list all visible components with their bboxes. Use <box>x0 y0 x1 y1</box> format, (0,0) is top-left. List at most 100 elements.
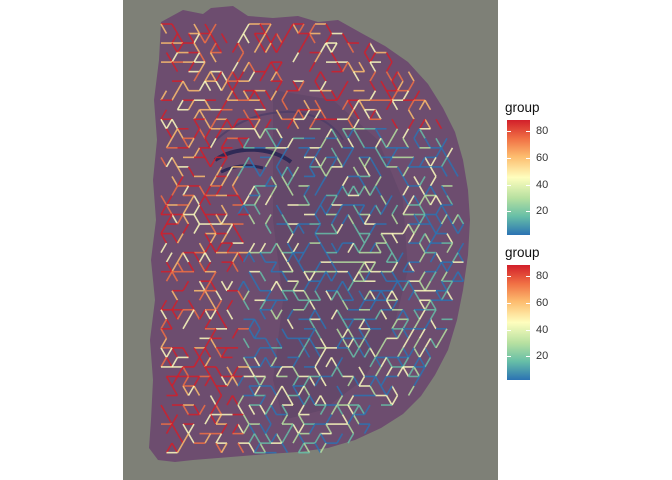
network-edge <box>286 309 294 320</box>
network-edge <box>215 128 223 139</box>
network-edge <box>358 404 366 415</box>
network-edge <box>220 118 228 130</box>
network-edge <box>176 433 184 444</box>
network-edge <box>402 280 410 292</box>
network-edge <box>275 280 283 292</box>
network-edge <box>380 357 388 368</box>
network-edge <box>358 376 366 387</box>
network-edge <box>440 204 448 215</box>
network-edge <box>215 366 223 377</box>
network-edge <box>413 195 421 206</box>
network-edge <box>330 242 338 254</box>
network-edge <box>253 204 261 215</box>
network-edge <box>374 357 382 368</box>
network-edge <box>369 204 377 215</box>
network-edge <box>418 204 426 215</box>
network-edge <box>220 80 228 92</box>
network-edge <box>358 242 366 254</box>
legend-colorbar <box>507 120 530 235</box>
network-edge <box>253 42 261 53</box>
network-edge <box>187 299 195 311</box>
network-edge <box>270 147 278 158</box>
network-edge <box>204 156 212 168</box>
network-edge <box>193 109 201 120</box>
network-edge <box>215 71 223 82</box>
network-edge <box>187 61 195 73</box>
network-edge <box>231 185 239 196</box>
network-edge <box>363 52 371 63</box>
network-edge <box>176 42 184 53</box>
network-edge <box>330 156 338 168</box>
network-edge <box>402 166 410 177</box>
legend-tick-60 <box>507 303 530 304</box>
network-edge <box>347 337 355 349</box>
network-edge <box>270 90 278 101</box>
network-edge <box>325 128 333 139</box>
network-edge <box>270 433 278 444</box>
legend-tick-label: 80 <box>536 270 549 282</box>
network-edge <box>325 33 333 44</box>
network-edge <box>325 252 333 263</box>
network-edge <box>270 33 278 44</box>
network-edge <box>303 271 311 282</box>
network-edge <box>424 299 432 311</box>
network-edge <box>396 80 404 92</box>
network-edge <box>204 337 212 349</box>
network-edge <box>264 223 272 234</box>
network-edge <box>281 328 289 339</box>
network-edge <box>402 90 410 101</box>
network-edge <box>440 166 448 177</box>
network-edge <box>402 185 410 196</box>
network-edge <box>259 423 267 435</box>
network-edge <box>358 261 366 273</box>
network-edge <box>347 109 355 120</box>
network-edge <box>336 156 344 168</box>
network-edge <box>363 347 371 358</box>
network-edge <box>264 23 272 34</box>
network-edge <box>187 33 195 44</box>
network-edge <box>435 204 443 215</box>
network-edge <box>413 223 421 234</box>
legend-colorbar <box>507 265 530 380</box>
network-edge <box>418 309 426 320</box>
network-edge <box>314 366 322 377</box>
network-edge <box>303 185 311 196</box>
network-edge <box>231 366 239 377</box>
network-edge <box>182 347 190 358</box>
network-edge <box>402 261 410 273</box>
network-edge <box>182 252 190 263</box>
network-edge <box>231 261 239 273</box>
network-edge <box>264 176 272 187</box>
network-edge <box>297 109 305 120</box>
network-edge <box>160 337 168 349</box>
network-edge <box>209 223 217 234</box>
network-edge <box>209 404 217 415</box>
network-edge <box>160 404 168 415</box>
network-edge <box>418 242 426 254</box>
network-edge <box>259 404 267 415</box>
network-edge <box>204 23 212 34</box>
network-edge <box>413 214 421 225</box>
network-edge <box>226 90 234 101</box>
network-edge <box>314 433 322 444</box>
network-edge <box>182 366 190 377</box>
network-edge <box>270 385 278 396</box>
network-edge <box>336 357 344 368</box>
network-edge <box>374 242 382 254</box>
network-edge <box>242 33 250 44</box>
legend-tick-label: 60 <box>536 152 549 164</box>
network-edge <box>451 271 459 282</box>
network-edge <box>314 280 322 292</box>
network-edge <box>281 442 289 454</box>
network-edge <box>253 280 261 292</box>
network-edge <box>297 423 305 435</box>
network-edge <box>165 414 173 425</box>
tissue-inner-shade <box>273 90 408 420</box>
network-edge <box>275 337 283 349</box>
network-edge <box>165 347 173 358</box>
network-edge <box>259 357 267 368</box>
network-edge <box>352 118 360 130</box>
network-edge <box>369 299 377 311</box>
network-edge <box>259 252 267 263</box>
network-edge <box>259 128 267 139</box>
